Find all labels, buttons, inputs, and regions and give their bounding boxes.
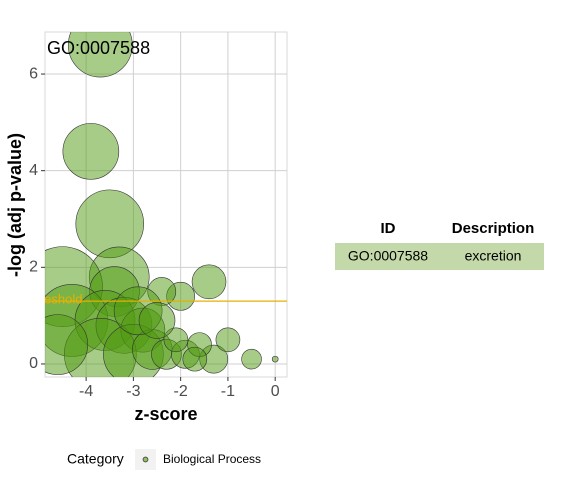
x-tick-label: -1 — [221, 383, 235, 400]
y-tick-label: 4 — [29, 162, 38, 179]
y-tick-label: 6 — [29, 65, 38, 82]
bubble — [67, 32, 133, 78]
y-tick-label: 2 — [29, 259, 38, 276]
bubble — [163, 327, 189, 353]
table-cell: GO:0007588 — [348, 248, 428, 264]
bubble — [241, 348, 262, 370]
x-tick-label: -2 — [174, 383, 188, 400]
y-tick-label: 0 — [29, 355, 38, 372]
legend-title: Category — [67, 451, 124, 467]
x-tick-label: -3 — [126, 383, 140, 400]
bubble — [138, 302, 176, 339]
x-tick-label: -4 — [79, 383, 93, 400]
x-tick-label: 0 — [271, 383, 280, 400]
bubble — [75, 189, 144, 259]
table-header: Description — [452, 220, 535, 237]
bubble — [182, 346, 208, 372]
table-cell: excretion — [465, 248, 522, 264]
threshold-label: threshold — [29, 292, 82, 307]
table-header: ID — [381, 220, 396, 237]
table-row — [335, 243, 544, 270]
legend-label: Biological Process — [163, 452, 261, 466]
bubble-label: GO:0007588 — [47, 38, 150, 58]
bubble — [215, 327, 241, 353]
bubble — [62, 123, 120, 180]
x-axis-title: z-score — [134, 404, 197, 424]
bubble — [271, 355, 279, 363]
legend-point — [142, 456, 149, 463]
bubble — [45, 314, 89, 375]
y-axis-title: -log (adj p-value) — [5, 133, 25, 277]
bubble — [191, 264, 227, 300]
